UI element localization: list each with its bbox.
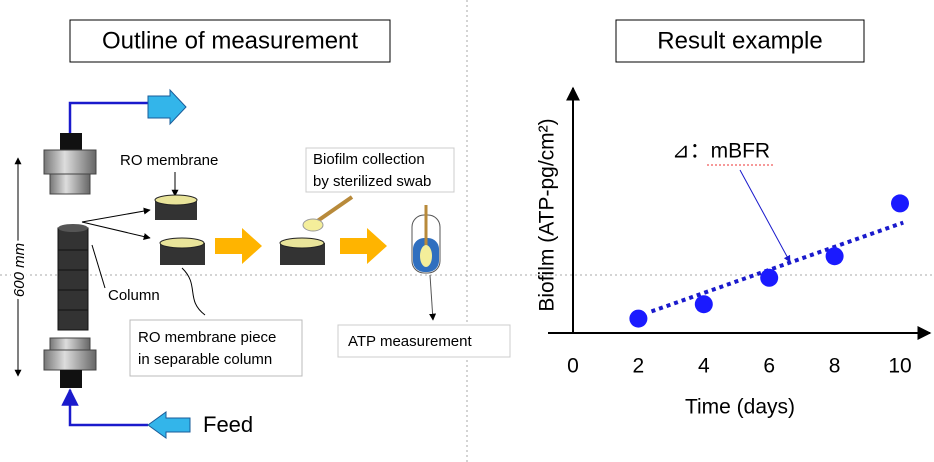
process-arrow (215, 228, 262, 264)
x-tick-label: 8 (829, 355, 841, 378)
swab-tip (302, 218, 324, 232)
membrane (159, 237, 205, 249)
membrane (280, 243, 325, 265)
pointer (429, 274, 437, 321)
pointer (81, 221, 151, 240)
outflow-line (68, 101, 148, 133)
outflow-arrow (147, 88, 187, 126)
label-box (305, 147, 455, 193)
atp-label: ATP measurement (348, 333, 472, 350)
pointer (91, 244, 106, 289)
membrane (154, 194, 198, 206)
title: Outline of measurement (102, 27, 358, 54)
membrane (155, 200, 197, 220)
piece-label: RO membrane piece in separable column (138, 329, 276, 368)
cap (43, 349, 97, 371)
swab-tip (420, 245, 432, 267)
feed-label: Feed (203, 412, 253, 437)
membrane (279, 237, 325, 249)
process-arrow (340, 228, 387, 264)
swab-stick (314, 195, 354, 224)
trend-line (650, 220, 904, 314)
cap (49, 173, 91, 195)
point (825, 247, 844, 266)
x-tick-label: 2 (633, 355, 645, 378)
height-label: 600 mm (11, 243, 28, 297)
fitting (60, 370, 82, 388)
pointer (81, 207, 151, 223)
ro-label: RO membrane (120, 152, 218, 169)
y-axis-label: Biofilm (ATP-pg/cm²) (536, 118, 559, 311)
label-box (129, 319, 303, 377)
feed-line (61, 388, 148, 427)
point (694, 295, 713, 314)
x-tick-label: 4 (698, 355, 710, 378)
pointer (181, 267, 206, 316)
swab-label: Biofilm collection by sterilized swab (313, 151, 431, 190)
annotation-pointer (739, 169, 791, 263)
annotation: ⊿：mBFR (672, 140, 770, 163)
title-box (615, 19, 865, 63)
point (629, 309, 648, 328)
x-tick-label: 6 (763, 355, 775, 378)
label-box (337, 324, 511, 358)
title-box (69, 19, 391, 63)
cap (43, 149, 97, 175)
chart-title: Result example (657, 27, 822, 54)
column-label: Column (108, 287, 160, 304)
fitting (60, 133, 82, 153)
x-tick-label: 0 (567, 355, 579, 378)
feed-arrow (147, 411, 191, 439)
x-tick-label: 10 (888, 355, 911, 378)
point (760, 268, 779, 287)
point (891, 194, 909, 213)
x-axis-label: Time (days) (685, 396, 795, 419)
column-body (57, 227, 89, 331)
column-top (58, 224, 88, 232)
membrane (160, 243, 205, 265)
